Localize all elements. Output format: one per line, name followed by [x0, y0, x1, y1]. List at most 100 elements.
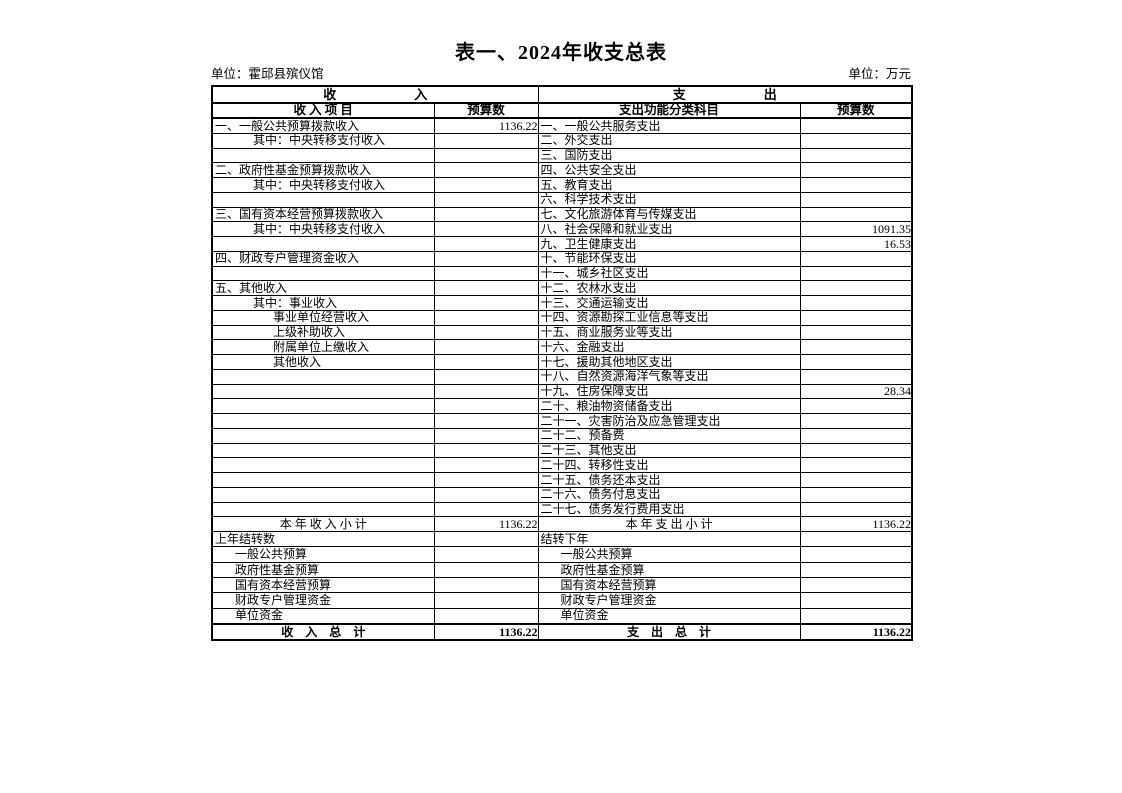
income-item-label: 财政专户管理资金	[211, 592, 435, 609]
income-item-label: 一、一般公共预算拨款收入	[211, 117, 435, 134]
expense-budget-value	[799, 607, 913, 625]
expense-item-label: 政府性基金预算	[537, 561, 801, 579]
income-item-label: 三、国有资本经营预算拨款收入	[211, 206, 435, 223]
income-budget-value	[433, 339, 539, 356]
expense-budget-value	[799, 531, 913, 548]
income-item-label: 其中：中央转移支付收入	[211, 177, 435, 193]
expense-item-label: 五、教育支出	[537, 177, 801, 193]
income-item-label	[211, 191, 435, 208]
income-item-label	[211, 398, 435, 415]
income-budget-value	[433, 457, 539, 474]
table-row: 其中：事业收入 十三、交通运输支出	[211, 295, 913, 311]
expense-item-label: 单位资金	[537, 607, 801, 625]
table-row: 三、国有资本经营预算拨款收入 七、文化旅游体育与传媒支出	[211, 206, 913, 223]
expense-item-label: 八、社会保障和就业支出	[537, 221, 801, 238]
income-item-label	[211, 427, 435, 444]
table-row: 十一、城乡社区支出	[211, 265, 913, 282]
expense-budget-value	[799, 162, 913, 179]
expense-item-label: 三、国防支出	[537, 147, 801, 164]
income-budget-value	[433, 501, 539, 518]
expense-item-label: 十二、农林水支出	[537, 280, 801, 297]
expense-budget-value	[799, 250, 913, 267]
expense-item-label: 一般公共预算	[537, 546, 801, 563]
column-header-row: 收 入 项 目 预算数 支出功能分类科目 预算数	[211, 102, 913, 120]
expense-item-label: 二十五、债务还本支出	[537, 472, 801, 488]
table-row: 十八、自然资源海洋气象等支出	[211, 368, 913, 385]
income-budget-value	[433, 295, 539, 311]
income-item-label	[211, 486, 435, 503]
total-row: 收 入 总 计 1136.22 支 出 总 计 1136.22	[211, 622, 913, 641]
expense-item-label: 十四、资源勘探工业信息等支出	[537, 309, 801, 326]
table-row: 五、其他收入 十二、农林水支出	[211, 280, 913, 297]
expense-item-label: 二十六、债务付息支出	[537, 486, 801, 503]
expense-item-label: 九、卫生健康支出	[537, 236, 801, 252]
expense-budget-value	[799, 117, 913, 134]
income-budget-value	[433, 427, 539, 444]
expense-item-label: 十七、援助其他地区支出	[537, 354, 801, 370]
expense-item-label: 国有资本经营预算	[537, 577, 801, 594]
income-budget-value	[433, 531, 539, 548]
income-item-label	[211, 265, 435, 282]
income-item-label: 附属单位上缴收入	[211, 339, 435, 356]
expense-item-label: 二十一、灾害防治及应急管理支出	[537, 413, 801, 429]
income-budget-value	[433, 486, 539, 503]
expense-budget-value	[799, 132, 913, 149]
unit-name-label: 单位：霍邱县殡仪馆	[211, 67, 324, 81]
income-budget-value	[433, 191, 539, 208]
expense-item-label: 二、外交支出	[537, 132, 801, 149]
expense-item-label: 二十七、债务发行费用支出	[537, 501, 801, 518]
subtotal-row: 本 年 收 入 小 计 1136.22 本 年 支 出 小 计 1136.22	[211, 516, 913, 533]
income-item-label: 五、其他收入	[211, 280, 435, 297]
table-row: 二十五、债务还本支出	[211, 472, 913, 488]
income-item-label	[211, 457, 435, 474]
income-budget-value	[433, 398, 539, 415]
carry-row: 国有资本经营预算 国有资本经营预算	[211, 577, 913, 594]
income-budget-value	[433, 324, 539, 341]
income-item-label: 一般公共预算	[211, 546, 435, 563]
expense-budget-value: 1136.22	[799, 622, 913, 641]
table-row: 附属单位上缴收入 十六、金融支出	[211, 339, 913, 356]
income-budget-value: 1136.22	[433, 516, 539, 533]
expense-item-label: 六、科学技术支出	[537, 191, 801, 208]
table-row: 二十一、灾害防治及应急管理支出	[211, 413, 913, 429]
income-item-label: 政府性基金预算	[211, 561, 435, 579]
table-row: 二十四、转移性支出	[211, 457, 913, 474]
expense-budget-value	[799, 177, 913, 193]
expense-item-column-header: 支出功能分类科目	[537, 102, 801, 120]
income-budget-value	[433, 442, 539, 459]
expense-item-label: 二十三、其他支出	[537, 442, 801, 459]
page-title: 表一、2024年收支总表	[455, 42, 667, 64]
income-budget-value	[433, 577, 539, 594]
expense-budget-value: 1091.35	[799, 221, 913, 238]
expense-budget-value	[799, 561, 913, 579]
table-row: 二十七、债务发行费用支出	[211, 501, 913, 518]
expense-budget-value	[799, 191, 913, 208]
expense-item-label: 二十四、转移性支出	[537, 457, 801, 474]
income-budget-value	[433, 265, 539, 282]
expense-budget-value	[799, 280, 913, 297]
income-item-label: 事业单位经营收入	[211, 309, 435, 326]
income-item-label	[211, 383, 435, 400]
table-row: 一、一般公共预算拨款收入 1136.22 一、一般公共服务支出	[211, 117, 913, 134]
income-item-label: 四、财政专户管理资金收入	[211, 250, 435, 267]
income-item-label: 收 入 总 计	[211, 622, 435, 641]
expense-budget-value	[799, 368, 913, 385]
income-budget-value	[433, 236, 539, 252]
income-item-label	[211, 442, 435, 459]
income-budget-value	[433, 561, 539, 579]
income-item-label: 其中：事业收入	[211, 295, 435, 311]
expense-budget-column-header: 预算数	[799, 102, 913, 120]
expense-budget-value	[799, 501, 913, 518]
table-row: 六、科学技术支出	[211, 191, 913, 208]
income-item-label	[211, 147, 435, 164]
expense-budget-value	[799, 486, 913, 503]
expense-item-label: 七、文化旅游体育与传媒支出	[537, 206, 801, 223]
expense-item-label: 十三、交通运输支出	[537, 295, 801, 311]
income-item-label: 其中：中央转移支付收入	[211, 132, 435, 149]
carry-row: 政府性基金预算 政府性基金预算	[211, 561, 913, 579]
income-budget-value: 1136.22	[433, 117, 539, 134]
income-budget-value: 1136.22	[433, 622, 539, 641]
table-row: 其中：中央转移支付收入 五、教育支出	[211, 177, 913, 193]
income-budget-value	[433, 162, 539, 179]
income-budget-column-header: 预算数	[433, 102, 539, 120]
